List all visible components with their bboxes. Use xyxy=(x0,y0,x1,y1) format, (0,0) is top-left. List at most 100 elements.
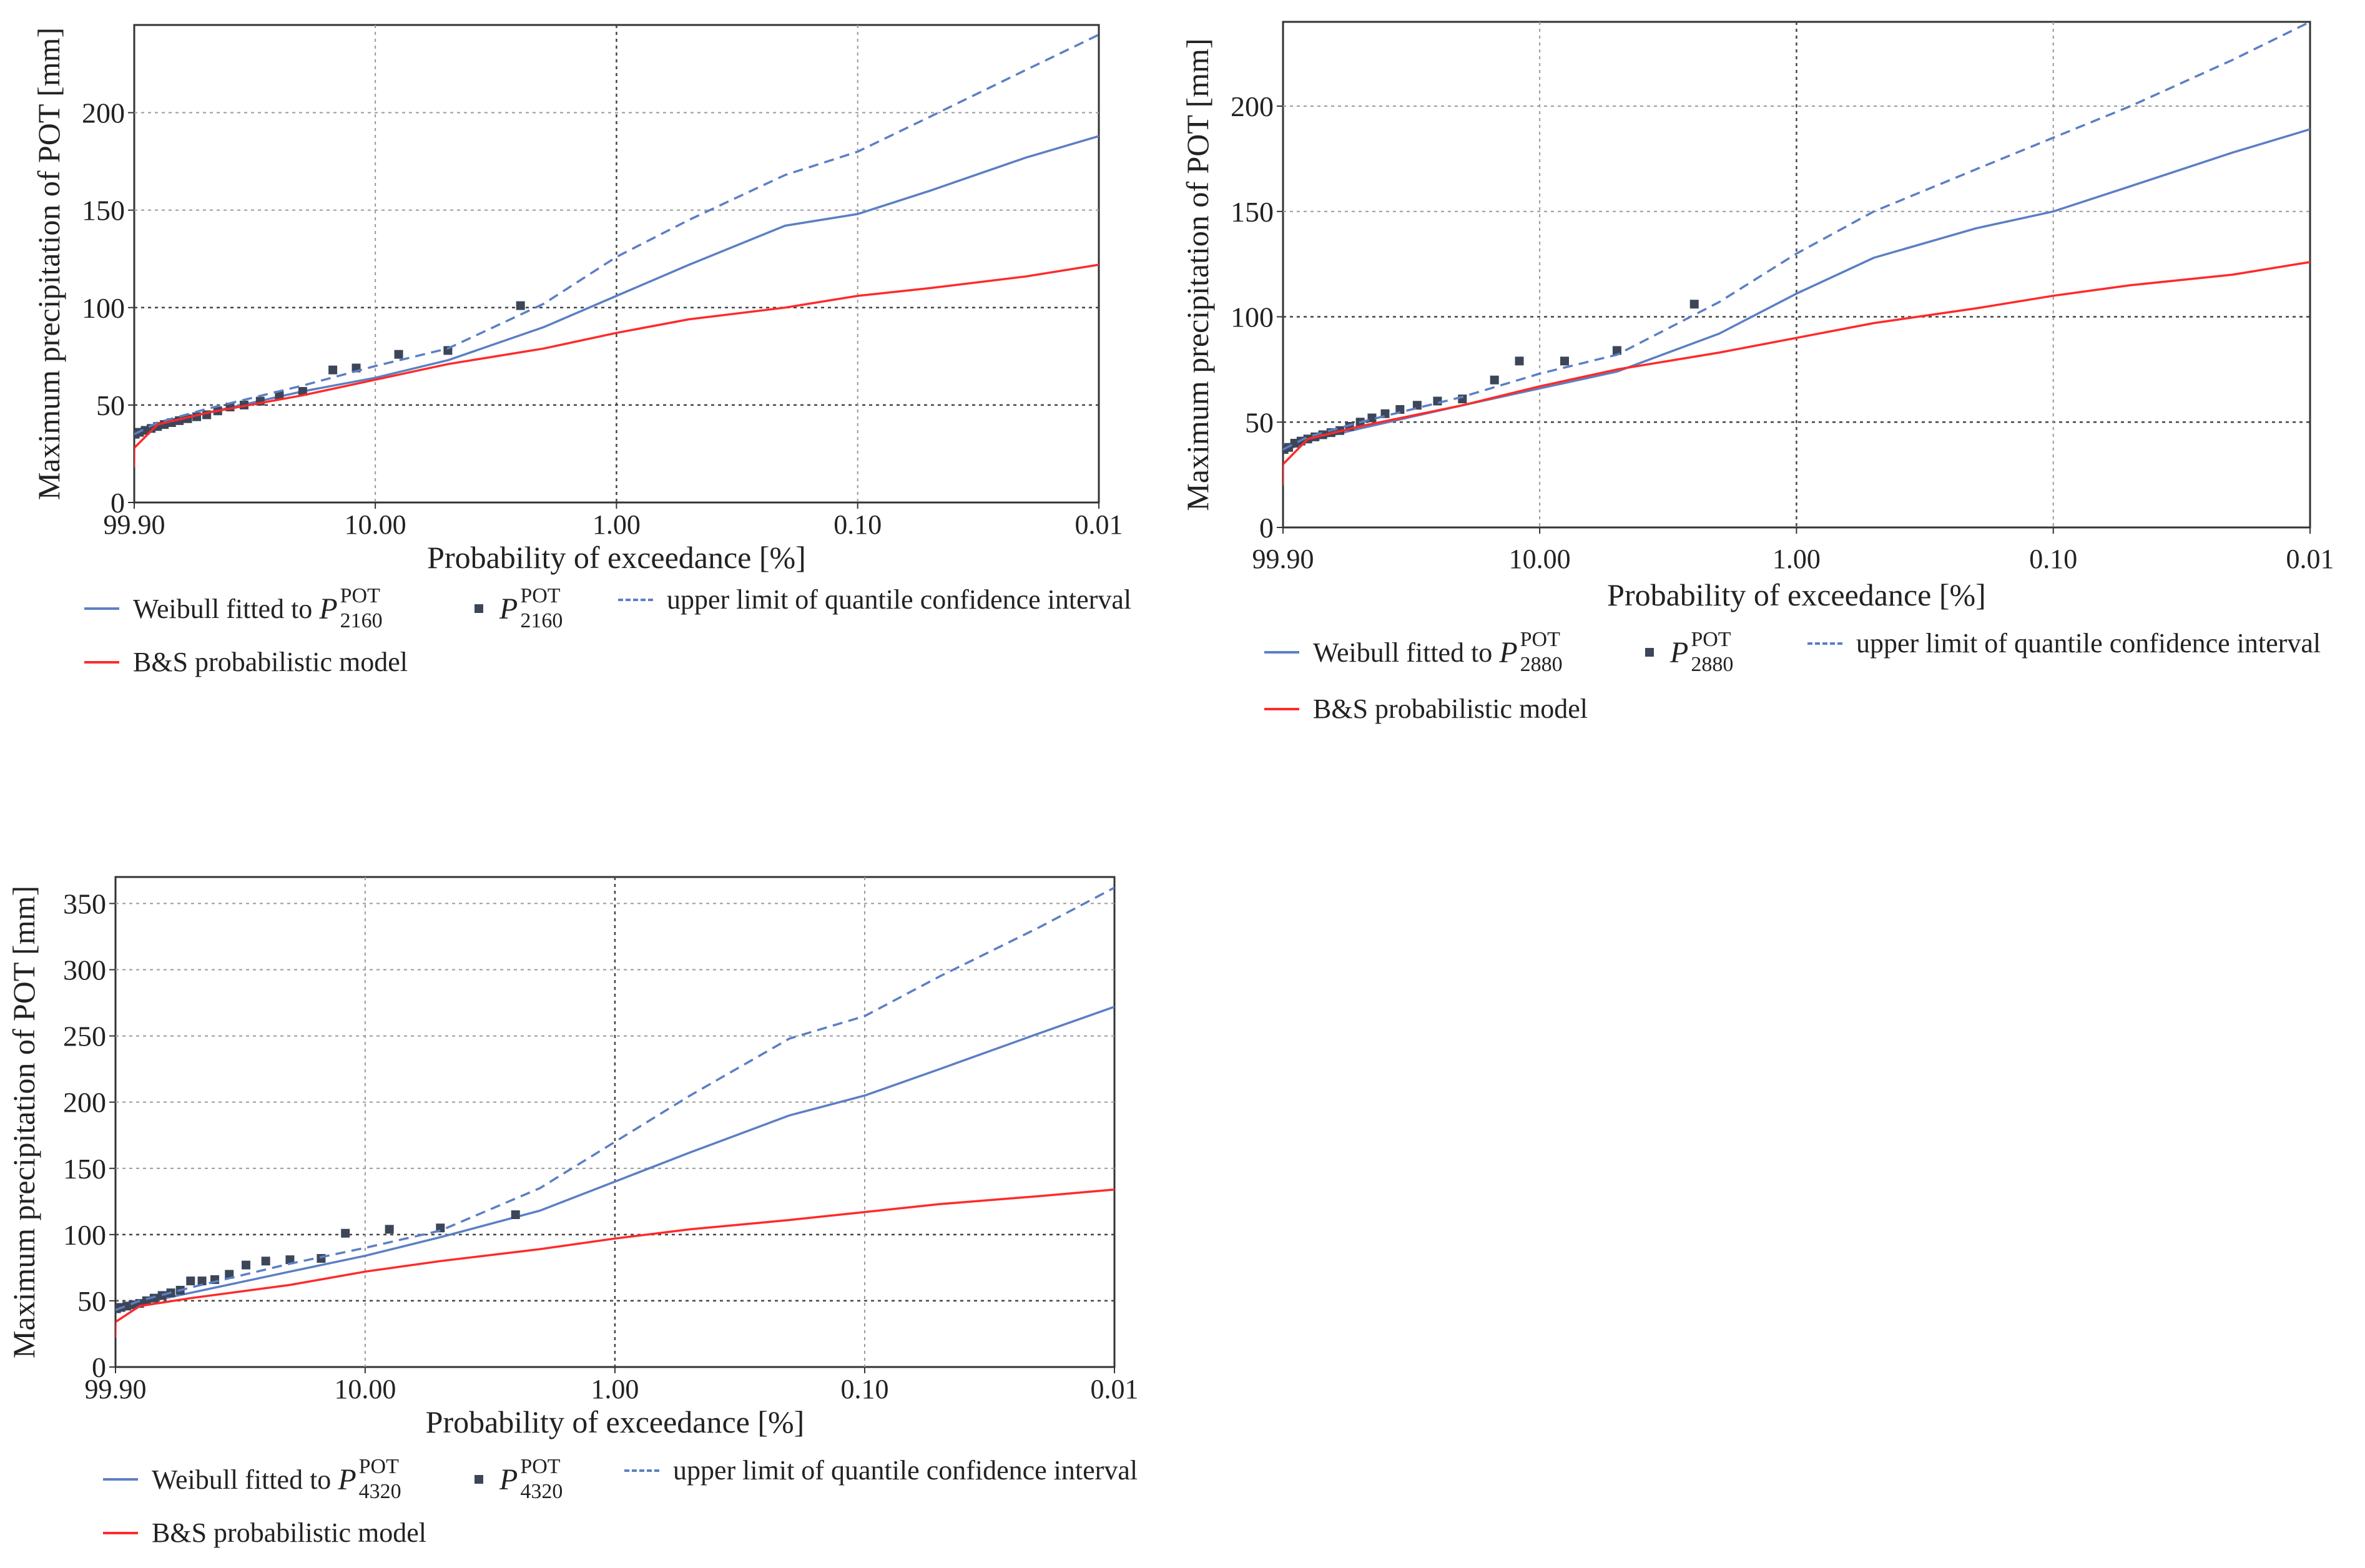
series-group xyxy=(1283,22,2310,486)
chart-panel-2880: 0 50 100 150 200 99.90 10.00 1.00 0.10 0.01 Probab… xyxy=(1174,0,2365,624)
legend-sup: POT xyxy=(358,1455,399,1478)
legend-marker-points xyxy=(1645,648,1654,657)
legend-ci-label: upper limit of quantile confidence inter… xyxy=(673,1455,1138,1486)
x-tick-label: 0.01 xyxy=(1091,1374,1139,1404)
legend-ci-label: upper limit of quantile confidence inter… xyxy=(1856,628,2321,659)
legend-sup: POT xyxy=(1691,628,1731,651)
legend-line-ci xyxy=(1807,642,1842,645)
y-axis-label: Maximum precipitation of POT [mm] xyxy=(6,886,41,1358)
data-point xyxy=(186,1276,195,1286)
data-point xyxy=(385,1225,394,1234)
legend-weibull-label: Weibull xyxy=(1313,637,1400,668)
data-point xyxy=(1395,405,1405,414)
legend-weibull-fitted: fitted to xyxy=(1406,637,1493,668)
legend-marker-points xyxy=(474,604,483,613)
legend-sup: POT xyxy=(1520,628,1560,651)
legend-sup: POT xyxy=(340,584,380,607)
legend-sub: 2880 xyxy=(1691,653,1734,676)
series-group xyxy=(134,34,1099,468)
legend-bs-label: B&S probabilistic model xyxy=(133,647,408,677)
legend-sub: 2160 xyxy=(340,609,383,632)
legend-line-weibull xyxy=(84,607,119,610)
data-point xyxy=(225,1270,234,1279)
data-point xyxy=(516,301,525,310)
data-point xyxy=(275,391,284,400)
y-tick-label: 0 xyxy=(92,1351,106,1383)
data-point xyxy=(1560,356,1569,366)
series-line-bs-model xyxy=(1283,261,2310,486)
data-point xyxy=(261,1257,270,1266)
data-point xyxy=(317,1254,326,1263)
y-tick-label: 100 xyxy=(1231,301,1274,333)
legend-weibull-label: Weibull xyxy=(152,1464,238,1495)
data-point xyxy=(1515,356,1524,366)
chart-svg-4320: 0 50 100 150 200 250 300 350 99.90 10.00 1.00 0.10 0… xyxy=(6,876,1139,1439)
series-group xyxy=(116,886,1114,1338)
y-tick-label: 50 xyxy=(1245,406,1274,438)
plot-frame xyxy=(114,876,1116,1368)
x-tick-label: 0.10 xyxy=(2029,544,2077,574)
legend-symbol: P xyxy=(319,592,338,625)
legend-item-points: P POT 4320 xyxy=(474,1454,563,1504)
plot-area: 0 50 100 150 200 99.90 10.00 1.00 0.10 0.01 Probab… xyxy=(31,24,1123,575)
chart-svg-2880: 0 50 100 150 200 99.90 10.00 1.00 0.10 0.01 Probab… xyxy=(1180,21,2334,612)
legend-item-weibull: Weibull fitted to P POT 4320 xyxy=(103,1454,401,1504)
legend-item-points: P POT 2160 xyxy=(474,584,563,634)
legend-sub: 4320 xyxy=(358,1480,401,1503)
legend-item-bs: B&S probabilistic model xyxy=(84,646,408,678)
y-tick-label: 250 xyxy=(63,1021,106,1052)
data-point xyxy=(1433,396,1442,406)
x-tick-label: 0.01 xyxy=(2286,544,2334,574)
legend-item-bs: B&S probabilistic model xyxy=(103,1517,426,1549)
legend-weibull-label: Weibull xyxy=(133,593,220,624)
data-point xyxy=(1412,401,1422,410)
data-point xyxy=(394,350,403,359)
legend-item-bs: B&S probabilistic model xyxy=(1264,693,1588,725)
data-point xyxy=(197,1276,207,1286)
y-tick-label: 200 xyxy=(63,1087,106,1119)
legend-item-ci: upper limit of quantile confidence inter… xyxy=(618,584,1131,615)
x-tick-label: 10.00 xyxy=(1509,544,1571,574)
legend-line-bs xyxy=(1264,707,1299,710)
series-line-weibull xyxy=(1283,128,2310,453)
legend-item-points: P POT 2880 xyxy=(1645,627,1733,677)
plot-area: 0 50 100 150 200 99.90 10.00 1.00 0.10 0.01 Probab… xyxy=(1180,21,2334,612)
data-point xyxy=(328,365,338,375)
legend-weibull-fitted: fitted to xyxy=(226,593,313,624)
data-point xyxy=(1689,300,1699,309)
x-tick-label: 1.00 xyxy=(592,509,641,540)
y-tick-label: 200 xyxy=(1231,91,1274,122)
y-tick-label: 150 xyxy=(63,1153,106,1185)
series-line-ci-upper xyxy=(1283,22,2310,451)
chart-svg-2160: 0 50 100 150 200 99.90 10.00 1.00 0.10 0.01 Probab… xyxy=(31,24,1123,575)
legend-line-weibull xyxy=(103,1478,138,1481)
plot-area: 0 50 100 150 200 250 300 350 99.90 10.00 1.00 0.10 0… xyxy=(6,876,1139,1439)
legend-symbol: P xyxy=(499,592,518,625)
y-tick-label: 150 xyxy=(82,195,125,227)
y-tick-label: 150 xyxy=(1231,196,1274,228)
x-tick-label: 0.01 xyxy=(1075,509,1123,540)
legend-symbol: P xyxy=(338,1463,356,1496)
legend-line-ci xyxy=(618,598,653,601)
y-tick-label: 0 xyxy=(111,487,125,519)
data-point xyxy=(298,387,307,396)
series-line-ci-upper xyxy=(134,34,1099,436)
y-tick-label: 0 xyxy=(1259,512,1274,544)
chart-panel-2160: 0 50 100 150 200 99.90 10.00 1.00 0.10 0.01 Probab… xyxy=(0,0,1174,575)
legend-sub: 4320 xyxy=(520,1480,563,1503)
x-tick-label: 10.00 xyxy=(345,509,406,540)
x-axis-label: Probability of exceedance [%] xyxy=(427,540,806,575)
data-point xyxy=(1490,375,1499,385)
legend-sup: POT xyxy=(520,1455,561,1478)
legend-sub: 2880 xyxy=(1520,653,1563,676)
series-line-bs-model xyxy=(134,263,1099,468)
y-axis-label: Maximum precipitation of POT [mm] xyxy=(1180,38,1215,511)
legend-line-ci xyxy=(624,1469,659,1472)
x-axis-label: Probability of exceedance [%] xyxy=(1607,577,1986,612)
x-tick-label: 1.00 xyxy=(591,1374,639,1404)
legend-symbol: P xyxy=(1670,635,1689,669)
legend-ci-label: upper limit of quantile confidence inter… xyxy=(667,584,1132,615)
x-tick-label: 99.90 xyxy=(104,509,165,540)
x-tick-label: 1.00 xyxy=(1773,544,1821,574)
y-tick-label: 50 xyxy=(77,1285,106,1317)
